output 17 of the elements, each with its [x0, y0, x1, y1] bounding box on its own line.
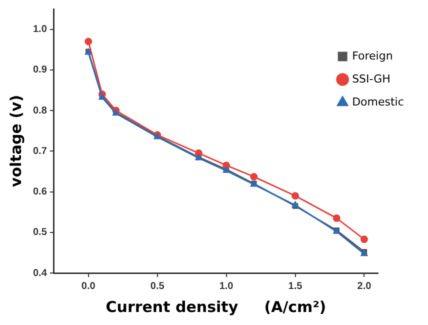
y-tick-label: 0.9 — [32, 64, 48, 76]
y-tick-label: 0.6 — [32, 186, 48, 198]
y-tick-label: 1.0 — [32, 24, 48, 36]
x-tick-label: 1.0 — [219, 280, 234, 292]
x-tick-label: 0.0 — [81, 280, 96, 292]
y-tick-label: 0.4 — [32, 268, 48, 279]
x-tick-label: 1.5 — [288, 280, 303, 292]
y-tick-label: 0.7 — [32, 146, 48, 157]
y-tick-label: 0.5 — [32, 227, 48, 238]
legend-label: SSI-GH — [352, 72, 390, 86]
y-axis-title: voltage (v) — [6, 94, 25, 188]
x-axis-title: Current density (A/cm²) — [106, 298, 326, 316]
y-tick-label: 0.8 — [32, 105, 48, 116]
x-tick-label: 2.0 — [357, 280, 372, 292]
legend-label: Foreign — [352, 49, 393, 62]
x-tick-label: 0.5 — [150, 280, 165, 292]
legend-label: Domestic — [352, 95, 404, 108]
